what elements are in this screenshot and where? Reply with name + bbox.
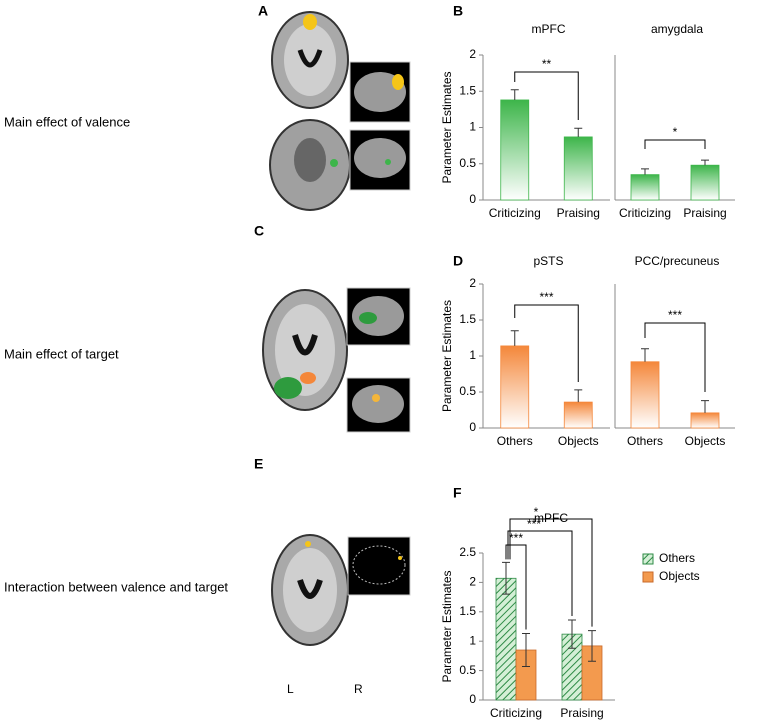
error-bar bbox=[502, 561, 510, 595]
significance-label: *** bbox=[509, 531, 523, 545]
error-bar bbox=[574, 389, 583, 403]
bar bbox=[563, 401, 593, 429]
chart-title: amygdala bbox=[651, 22, 703, 36]
significance-label: *** bbox=[527, 517, 541, 531]
y-tick-label: 0 bbox=[469, 192, 476, 206]
bar bbox=[500, 99, 530, 201]
bar bbox=[500, 345, 530, 429]
significance-bracket bbox=[514, 71, 579, 120]
y-tick-label: 1.5 bbox=[459, 604, 476, 618]
error-bar bbox=[568, 619, 576, 649]
row-label: Interaction between valence and target bbox=[4, 579, 228, 594]
y-tick-label: 2 bbox=[469, 47, 476, 61]
x-tick-label: Criticizing bbox=[619, 206, 671, 220]
x-tick-label: Others bbox=[497, 434, 533, 448]
error-bar bbox=[588, 630, 596, 662]
x-tick-label: Others bbox=[627, 434, 663, 448]
error-bar bbox=[701, 159, 709, 166]
x-tick-label: Objects bbox=[558, 434, 599, 448]
x-tick-label: Objects bbox=[685, 434, 726, 448]
x-tick-label: Praising bbox=[683, 206, 726, 220]
significance-bracket bbox=[644, 139, 706, 149]
row-label: Main effect of valence bbox=[4, 114, 130, 129]
chart-title: pSTS bbox=[533, 254, 563, 268]
significance-label: *** bbox=[668, 308, 682, 322]
bar bbox=[630, 174, 660, 201]
hemisphere-label: R bbox=[354, 682, 363, 696]
error-bar bbox=[510, 89, 519, 100]
significance-bracket bbox=[514, 304, 579, 382]
x-tick-label: Praising bbox=[557, 206, 600, 220]
chart-title: PCC/precuneus bbox=[635, 254, 720, 268]
panel-letter: B bbox=[453, 3, 463, 19]
x-tick-label: Criticizing bbox=[490, 706, 542, 720]
significance-bracket bbox=[505, 544, 527, 630]
x-tick-label: Criticizing bbox=[489, 206, 541, 220]
y-tick-label: 1.5 bbox=[459, 312, 476, 326]
error-bar bbox=[510, 330, 519, 346]
brain-images bbox=[262, 11, 411, 646]
significance-label: *** bbox=[539, 290, 553, 304]
x-tick-label: Praising bbox=[560, 706, 603, 720]
y-tick-label: 0.5 bbox=[459, 384, 476, 398]
legend-swatch bbox=[642, 571, 654, 583]
legend-swatch bbox=[642, 553, 654, 565]
significance-label: * bbox=[534, 505, 539, 519]
significance-bracket bbox=[644, 322, 706, 392]
y-tick-label: 2 bbox=[469, 575, 476, 589]
error-bar bbox=[522, 633, 530, 667]
y-tick-label: 0 bbox=[469, 420, 476, 434]
error-bar bbox=[641, 348, 649, 362]
error-bar bbox=[701, 400, 709, 413]
legend-label: Objects bbox=[659, 569, 700, 583]
chart-title: mPFC bbox=[534, 511, 568, 525]
y-tick-label: 0.5 bbox=[459, 663, 476, 677]
y-tick-label: 0.5 bbox=[459, 156, 476, 170]
panel-letter: D bbox=[453, 253, 463, 269]
bar bbox=[690, 164, 720, 201]
bar bbox=[630, 361, 660, 429]
significance-label: * bbox=[673, 125, 678, 139]
y-axis-label: Parameter Estimates bbox=[440, 300, 454, 412]
panel-letter: F bbox=[453, 485, 462, 501]
panel-letter: A bbox=[258, 3, 268, 19]
y-axis-label: Parameter Estimates bbox=[440, 570, 454, 682]
legend-label: Others bbox=[659, 551, 695, 565]
y-tick-label: 2 bbox=[469, 276, 476, 290]
significance-label: ** bbox=[542, 57, 552, 71]
chart-title: mPFC bbox=[532, 22, 566, 36]
bar bbox=[563, 136, 593, 201]
bar bbox=[495, 577, 517, 701]
hemisphere-label: L bbox=[287, 682, 294, 696]
bar bbox=[690, 412, 720, 429]
y-tick-label: 2.5 bbox=[459, 545, 476, 559]
significance-bracket bbox=[509, 518, 593, 627]
y-tick-label: 1 bbox=[469, 633, 476, 647]
y-axis-label: Parameter Estimates bbox=[440, 71, 454, 183]
error-bar bbox=[641, 168, 649, 175]
y-tick-label: 1.5 bbox=[459, 83, 476, 97]
y-tick-label: 1 bbox=[469, 120, 476, 134]
y-tick-label: 1 bbox=[469, 348, 476, 362]
row-label: Main effect of target bbox=[4, 346, 119, 361]
y-tick-label: 0 bbox=[469, 692, 476, 706]
error-bar bbox=[574, 127, 583, 137]
panel-letter: C bbox=[254, 223, 264, 239]
significance-bracket bbox=[507, 530, 573, 617]
panel-letter: E bbox=[254, 456, 263, 472]
